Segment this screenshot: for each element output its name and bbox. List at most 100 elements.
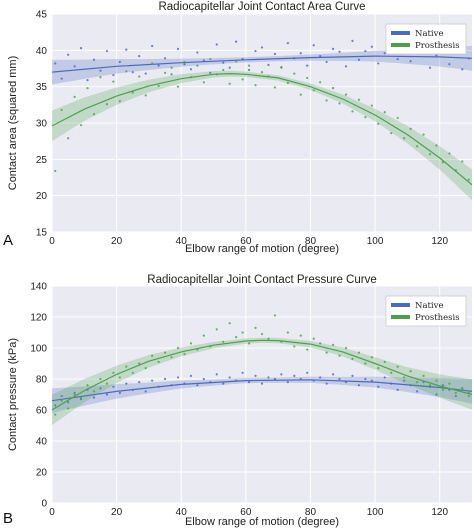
data-point-prosthesis (105, 382, 109, 385)
data-point-prosthesis (344, 346, 348, 350)
data-point-prosthesis (157, 360, 160, 364)
data-point-native (364, 49, 367, 53)
data-point-prosthesis (448, 152, 451, 155)
data-point-native (403, 379, 406, 382)
data-point-native (202, 377, 205, 381)
data-point-prosthesis (196, 64, 199, 67)
data-point-native (415, 390, 419, 393)
data-point-native (144, 72, 147, 75)
data-point-prosthesis (351, 357, 354, 360)
data-point-native (260, 382, 264, 385)
data-point-prosthesis (306, 76, 309, 80)
data-point-prosthesis (157, 84, 160, 88)
data-point-native (73, 65, 76, 68)
data-point-prosthesis (189, 342, 193, 345)
data-point-native (428, 66, 432, 69)
data-point-native (170, 73, 173, 76)
data-point-prosthesis (357, 98, 361, 101)
legend-label-native: Native (415, 29, 443, 39)
fit-line-prosthesis (52, 339, 472, 411)
data-point-prosthesis (390, 371, 393, 374)
data-point-prosthesis (131, 371, 134, 374)
data-point-prosthesis (118, 376, 121, 379)
data-point-native (163, 57, 167, 60)
data-point-native (286, 41, 289, 45)
data-point-native (125, 382, 128, 385)
fit-line-prosthesis (52, 72, 472, 186)
data-point-prosthesis (286, 331, 289, 334)
y-tick-label: 25 (36, 155, 48, 166)
data-point-prosthesis (338, 102, 341, 105)
data-point-native (338, 50, 341, 53)
data-point-native (183, 63, 186, 66)
data-point-prosthesis (222, 68, 225, 72)
data-point-prosthesis (235, 60, 238, 63)
data-point-prosthesis (428, 153, 432, 156)
data-point-native (215, 43, 218, 46)
plot-content (52, 314, 472, 426)
data-point-native (163, 377, 167, 381)
data-point-native (125, 48, 128, 51)
data-point-prosthesis (176, 85, 180, 88)
data-point-native (131, 71, 134, 74)
data-point-native (377, 62, 380, 65)
data-point-prosthesis (176, 346, 180, 350)
x-tick-label: 0 (49, 507, 55, 518)
legend-label-prosthesis: Prosthesis (415, 313, 460, 323)
data-point-prosthesis (286, 81, 289, 85)
y-tick-label: 20 (36, 191, 48, 202)
data-point-native (176, 47, 180, 50)
data-point-prosthesis (163, 351, 167, 354)
data-point-prosthesis (312, 337, 315, 340)
data-point-native (189, 68, 193, 71)
data-point-prosthesis (299, 334, 302, 337)
data-point-native (370, 379, 373, 382)
data-point-prosthesis (306, 348, 309, 351)
data-point-native (383, 52, 386, 55)
data-point-native (228, 376, 231, 379)
data-point-prosthesis (344, 93, 348, 96)
y-tick-label: 60 (36, 406, 48, 417)
data-point-prosthesis (260, 332, 264, 336)
data-point-native (202, 59, 205, 62)
chart-title: Radiocapitellar Joint Contact Pressure C… (147, 274, 376, 286)
data-point-prosthesis (351, 110, 354, 113)
y-tick-label: 20 (36, 468, 48, 479)
data-point-native (351, 39, 354, 42)
data-point-native (267, 63, 270, 66)
data-point-native (461, 68, 464, 71)
y-tick-label: 40 (36, 437, 48, 448)
panel-label: B (3, 510, 13, 527)
data-point-prosthesis (118, 100, 121, 103)
data-point-native (357, 384, 361, 387)
data-point-prosthesis (54, 169, 57, 173)
data-point-native (396, 57, 399, 61)
x-tick-label: 120 (431, 507, 448, 518)
data-point-prosthesis (267, 337, 270, 340)
data-point-prosthesis (260, 71, 264, 74)
data-point-prosthesis (99, 76, 102, 79)
data-point-prosthesis (241, 78, 244, 81)
data-point-native (319, 55, 322, 58)
data-point-prosthesis (228, 322, 231, 325)
data-point-native (105, 393, 109, 396)
chart-panel-a: 0 20 40 60 80 100 120 15 20 25 30 35 40 45 Radiocapite… (3, 1, 472, 255)
data-point-native (260, 46, 264, 49)
data-point-native (267, 376, 270, 379)
data-point-prosthesis (403, 376, 406, 379)
data-point-prosthesis (280, 66, 283, 69)
y-tick-label: 100 (30, 344, 47, 355)
data-point-prosthesis (79, 124, 83, 127)
data-point-prosthesis (390, 132, 393, 135)
data-point-native (79, 47, 83, 50)
data-point-prosthesis (67, 137, 70, 140)
data-point-prosthesis (370, 104, 373, 107)
data-point-prosthesis (112, 80, 115, 83)
data-point-prosthesis (67, 407, 70, 410)
data-point-native (138, 381, 141, 384)
data-point-prosthesis (403, 137, 406, 140)
data-point-prosthesis (60, 108, 63, 112)
y-tick-label: 140 (30, 282, 47, 293)
data-point-prosthesis (228, 82, 231, 85)
data-point-native (441, 384, 445, 387)
